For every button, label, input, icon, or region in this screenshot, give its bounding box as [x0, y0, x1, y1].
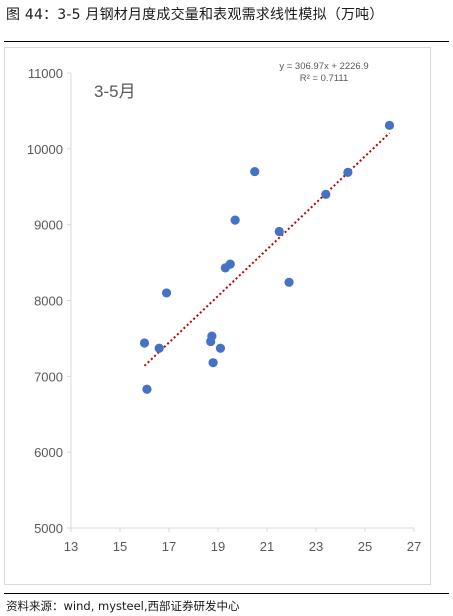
y-tick-label: 10000 [27, 142, 63, 157]
y-tick-label: 7000 [34, 369, 63, 384]
data-point [321, 189, 331, 199]
y-tick-label: 8000 [34, 294, 63, 309]
x-tick-label: 13 [64, 539, 78, 554]
x-tick-label: 15 [113, 539, 127, 554]
data-point [142, 384, 152, 394]
x-tick-label: 21 [260, 539, 274, 554]
tick-labels: 5000 6000 7000 8000 9000 10000 11000 13 15 17 19 21… [27, 66, 421, 554]
data-point [250, 166, 260, 177]
data-point [154, 343, 164, 353]
data-point [215, 343, 226, 353]
data-point [225, 259, 235, 269]
chart-axes [67, 72, 415, 532]
data-point [208, 358, 218, 368]
trendline [143, 132, 391, 367]
chart-frame [4, 47, 431, 585]
trendline-r-squared: R² = 0.7111 [300, 73, 349, 84]
y-tick-label: 11000 [28, 66, 63, 81]
x-tick-label: 27 [407, 539, 421, 554]
trendline-group [143, 132, 391, 367]
figure-title: 图 44：3-5 月钢材月度成交量和表观需求线性模拟（万吨） [6, 7, 384, 23]
source-note: 资料来源：wind, mysteel,西部证券研发中心 [6, 599, 240, 613]
data-points [139, 120, 395, 394]
x-tick-label: 17 [162, 539, 176, 554]
data-point [274, 226, 284, 237]
data-point [230, 215, 240, 225]
data-point [284, 277, 294, 287]
x-tick-label: 25 [358, 539, 372, 554]
x-tick-label: 23 [309, 539, 323, 554]
data-point [384, 120, 395, 130]
y-tick-label: 5000 [34, 521, 63, 536]
trendline-equation: y = 306.97x + 2226.9 [279, 61, 368, 72]
data-point [343, 167, 353, 177]
y-tick-label: 6000 [34, 445, 63, 460]
title-rule [4, 41, 449, 42]
data-point [161, 288, 172, 298]
data-point [139, 338, 150, 348]
chart-title: 3-5月 [94, 82, 136, 101]
data-point [207, 331, 217, 341]
x-tick-label: 19 [211, 539, 225, 554]
source-rule [4, 593, 449, 594]
y-tick-label: 9000 [34, 218, 63, 233]
